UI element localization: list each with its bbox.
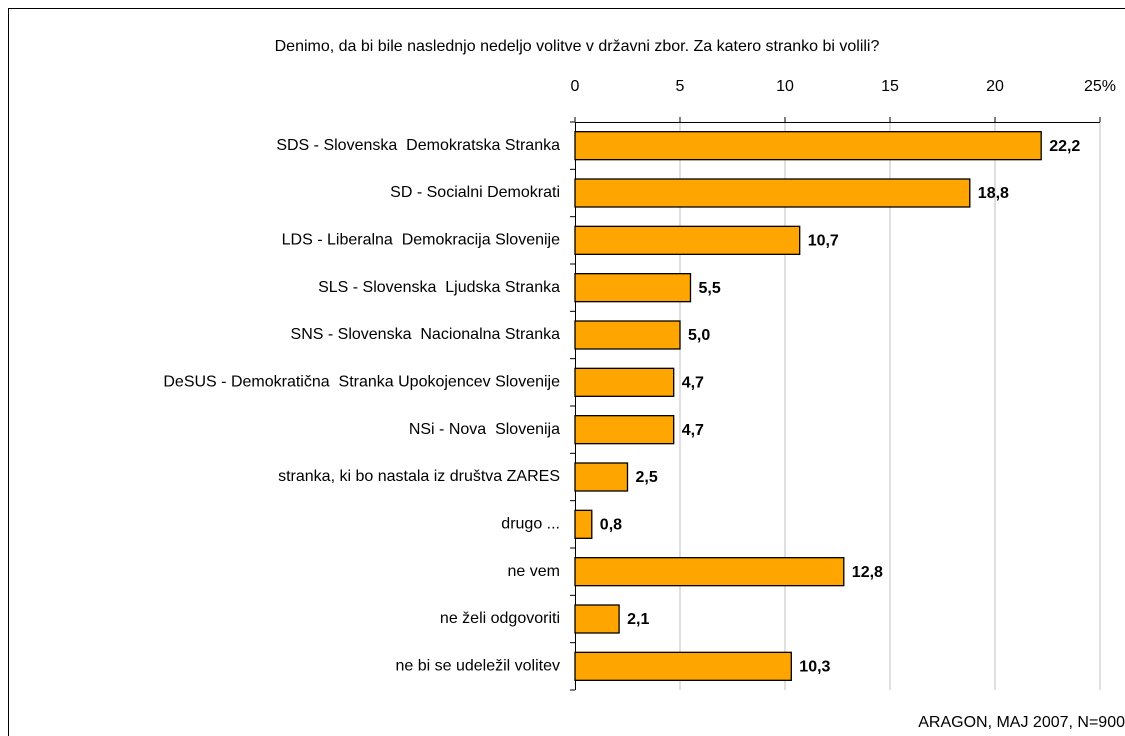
x-tick-label: 25%	[1084, 78, 1116, 95]
bar	[574, 509, 593, 539]
y-tick-label: SD - Socialni Demokrati	[390, 184, 560, 201]
value-label: 2,5	[636, 469, 658, 486]
value-label: 4,7	[682, 375, 704, 392]
value-label: 10,7	[808, 233, 839, 250]
bar	[574, 131, 1042, 161]
value-label: 22,2	[1049, 138, 1080, 155]
y-tick-label: SLS - Slovenska Ljudska Stranka	[318, 279, 560, 296]
chart-title: Denimo, da bi bile naslednjo nedeljo vol…	[275, 38, 880, 55]
bar	[574, 557, 845, 587]
value-label: 0,8	[600, 517, 622, 534]
y-tick-label: ne vem	[508, 563, 560, 580]
value-label: 12,8	[852, 564, 883, 581]
bar	[574, 604, 620, 634]
bar	[574, 320, 681, 350]
y-tick-label: SDS - Slovenska Demokratska Stranka	[276, 137, 560, 154]
value-label: 4,7	[682, 422, 704, 439]
y-tick-label: SNS - Slovenska Nacionalna Stranka	[291, 326, 561, 343]
y-tick-label: ne bi se udeležil volitev	[395, 658, 560, 675]
y-tick-label: stranka, ki bo nastala iz društva ZARES	[278, 468, 560, 485]
bar	[574, 178, 971, 208]
x-tick-label: 10	[776, 78, 794, 95]
y-tick-label: drugo ...	[501, 516, 560, 533]
y-tick-label: ne želi odgovoriti	[440, 610, 560, 627]
bar	[574, 225, 801, 255]
x-tick-label: 15	[881, 78, 899, 95]
value-label: 2,1	[627, 611, 649, 628]
y-tick-label: NSi - Nova Slovenija	[409, 421, 560, 438]
x-tick-label: 0	[571, 78, 580, 95]
bar	[574, 415, 675, 445]
value-label: 5,0	[688, 327, 710, 344]
bar	[574, 651, 792, 681]
footnote: ARAGON, MAJ 2007, N=900	[918, 714, 1125, 731]
value-label: 18,8	[978, 185, 1009, 202]
x-tick-label: 5	[676, 78, 685, 95]
x-tick-label: 20	[986, 78, 1004, 95]
value-label: 5,5	[699, 280, 721, 297]
value-label: 10,3	[799, 659, 830, 676]
y-tick-label: LDS - Liberalna Demokracija Slovenije	[282, 232, 560, 249]
bar	[574, 367, 675, 397]
y-tick-label: DeSUS - Demokratična Stranka Upokojencev…	[163, 374, 560, 391]
bar	[574, 273, 692, 303]
bar	[574, 462, 629, 492]
